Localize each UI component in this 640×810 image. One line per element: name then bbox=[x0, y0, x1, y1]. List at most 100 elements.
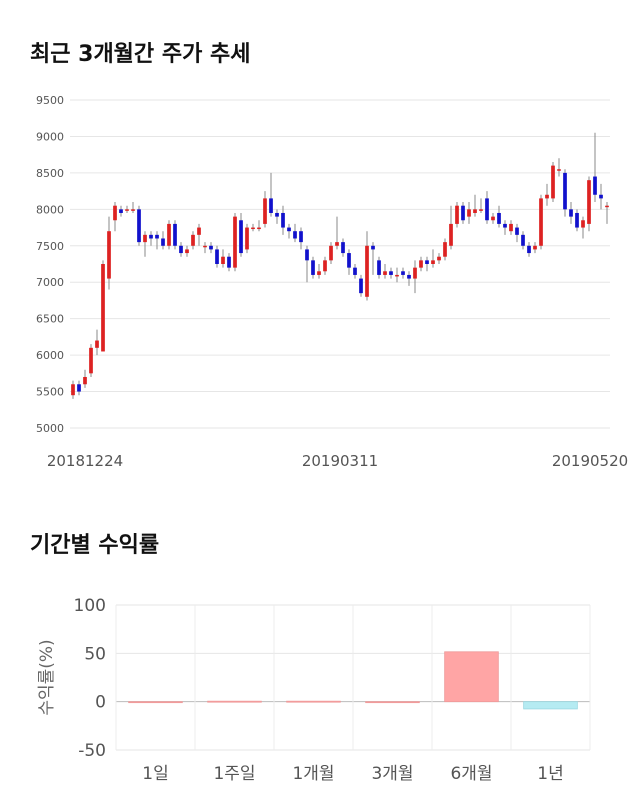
candle-body bbox=[533, 245, 537, 250]
candle-body bbox=[71, 384, 75, 396]
candle-body bbox=[125, 209, 129, 211]
candle-body bbox=[215, 249, 219, 264]
candle-body bbox=[461, 205, 465, 221]
candle-body bbox=[161, 238, 165, 246]
candle bbox=[425, 256, 429, 272]
y-tick-label: 0 bbox=[95, 693, 106, 713]
candle-body bbox=[485, 198, 489, 221]
candle bbox=[245, 223, 249, 254]
candle bbox=[161, 231, 165, 250]
candle bbox=[557, 158, 561, 177]
candle bbox=[533, 242, 537, 254]
x-tick-label: 20190311 bbox=[302, 452, 378, 470]
candle-body bbox=[89, 347, 93, 374]
candle bbox=[155, 231, 159, 250]
y-tick-label: 6500 bbox=[36, 313, 64, 326]
candle bbox=[395, 267, 399, 283]
candle bbox=[491, 212, 495, 224]
candle bbox=[545, 183, 549, 206]
candle bbox=[527, 242, 531, 257]
candle-body bbox=[491, 216, 495, 221]
candle bbox=[299, 227, 303, 250]
candle-body bbox=[545, 194, 549, 199]
candle-body bbox=[581, 220, 585, 228]
bar bbox=[444, 651, 499, 703]
candle-body bbox=[509, 223, 513, 232]
candle bbox=[539, 194, 543, 250]
x-tick-label: 1주일 bbox=[213, 764, 255, 784]
bar bbox=[523, 701, 578, 710]
candlestick-chart: 5000 5500 6000 6500 7000 7500 8000 8500 9000 9500… bbox=[36, 94, 628, 470]
candle-body bbox=[305, 249, 309, 261]
candle-body bbox=[77, 384, 81, 392]
candle-body bbox=[359, 278, 363, 294]
y-tick-label: 6000 bbox=[36, 349, 64, 362]
candle bbox=[101, 260, 105, 352]
candle bbox=[485, 191, 489, 224]
candle-body bbox=[137, 209, 141, 243]
candle-body bbox=[179, 245, 183, 254]
price-trend-title: 최근 3개월간 주가 추세 bbox=[30, 42, 251, 67]
candle bbox=[599, 183, 603, 210]
bar bbox=[286, 700, 341, 703]
candle-body bbox=[173, 223, 177, 246]
candle-body bbox=[257, 227, 261, 230]
y-tick-label: 8500 bbox=[36, 167, 64, 180]
y-tick-label: -50 bbox=[78, 741, 106, 761]
candle-body bbox=[521, 234, 525, 246]
candle bbox=[467, 202, 471, 224]
candle-body bbox=[311, 260, 315, 275]
candle-body bbox=[155, 234, 159, 239]
candle bbox=[191, 231, 195, 250]
candle-body bbox=[371, 245, 375, 250]
candle-body bbox=[281, 212, 285, 228]
candle-body bbox=[251, 227, 255, 230]
candle-body bbox=[323, 260, 327, 272]
candle-body bbox=[269, 198, 273, 213]
candle-body bbox=[221, 256, 225, 264]
candle-body bbox=[437, 256, 441, 261]
candle-body bbox=[605, 205, 609, 208]
return-by-period-title: 기간별 수익률 bbox=[30, 533, 160, 558]
candle-body bbox=[551, 165, 555, 199]
candle bbox=[71, 380, 75, 399]
candle bbox=[413, 260, 417, 294]
candle-body bbox=[503, 223, 507, 228]
candle-body bbox=[239, 220, 243, 254]
candle bbox=[185, 245, 189, 257]
candle-body bbox=[107, 231, 111, 279]
candle bbox=[437, 253, 441, 264]
candle bbox=[443, 238, 447, 261]
candle-body bbox=[473, 209, 477, 213]
candle bbox=[389, 267, 393, 279]
candle bbox=[269, 172, 273, 217]
candle bbox=[353, 264, 357, 279]
candle bbox=[311, 256, 315, 279]
candle-body bbox=[149, 234, 153, 239]
x-tick-label: 1년 bbox=[537, 764, 563, 784]
candle bbox=[287, 223, 291, 239]
candle bbox=[305, 245, 309, 283]
candle bbox=[83, 369, 87, 388]
candle-body bbox=[341, 242, 345, 254]
candle-body bbox=[203, 245, 207, 248]
candle bbox=[587, 176, 591, 232]
candle bbox=[461, 202, 465, 224]
candle-body bbox=[95, 340, 99, 348]
y-tick-label: 9500 bbox=[36, 94, 64, 107]
candle-body bbox=[575, 212, 579, 228]
candle bbox=[497, 205, 501, 228]
candle bbox=[179, 242, 183, 257]
candle bbox=[215, 245, 219, 268]
y-tick-label: 5000 bbox=[36, 422, 64, 435]
candle bbox=[341, 238, 345, 257]
candle bbox=[119, 205, 123, 217]
candle-body bbox=[197, 227, 201, 235]
candle-body bbox=[287, 227, 291, 232]
x-tick-label: 6개월 bbox=[450, 764, 492, 784]
candle-body bbox=[557, 169, 561, 171]
candle-body bbox=[185, 249, 189, 254]
candle-body bbox=[167, 223, 171, 246]
candle-body bbox=[263, 198, 267, 224]
candle-body bbox=[587, 180, 591, 224]
